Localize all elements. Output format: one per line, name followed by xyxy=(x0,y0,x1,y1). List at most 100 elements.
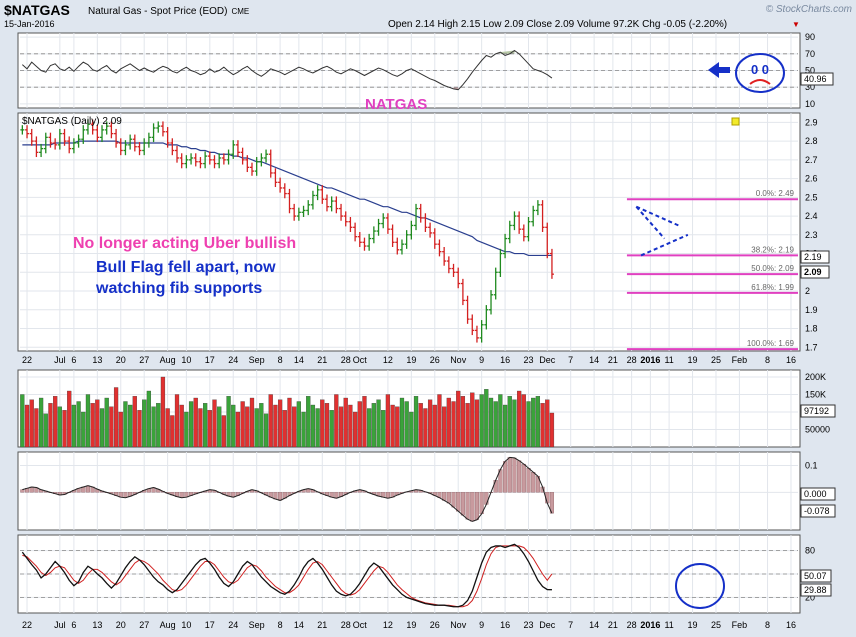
flag-lower-line xyxy=(640,233,689,257)
x-tick-label: Aug xyxy=(160,355,176,365)
volume-bar xyxy=(338,406,344,448)
volume-bar xyxy=(156,403,161,448)
ohlc-bar xyxy=(498,248,503,277)
ohlc-bar xyxy=(235,140,240,158)
ohlc-bar xyxy=(249,162,254,176)
rsi-series xyxy=(20,49,798,91)
ohlc-bar xyxy=(512,211,517,231)
volume-bar xyxy=(259,403,264,448)
chart-exchange: CME xyxy=(231,7,249,16)
volume-bar xyxy=(315,408,320,448)
ohlc-bar xyxy=(184,155,189,169)
ohlc-bar xyxy=(409,220,414,240)
x-tick-label: Oct xyxy=(353,355,368,365)
volume-bar xyxy=(446,397,451,448)
ohlc-bar xyxy=(132,134,137,152)
y-tick-label: 0.1 xyxy=(805,460,818,470)
volume-bar xyxy=(460,396,466,448)
ohlc-bar xyxy=(43,132,48,154)
ohlc-bar xyxy=(324,194,329,212)
ohlc-bar xyxy=(34,136,39,158)
face-eyes: 0 0 xyxy=(751,62,769,77)
volume-bar xyxy=(137,410,142,448)
ohlc-bar xyxy=(259,153,264,167)
ohlc-bar xyxy=(526,217,531,242)
volume-bar xyxy=(442,406,447,448)
ohlc-bar xyxy=(549,248,554,279)
y-tick-label: 10 xyxy=(805,99,815,109)
ohlc-bar xyxy=(240,147,245,165)
volume-bar xyxy=(85,394,91,448)
macd-histogram-bar xyxy=(460,492,465,516)
volume-bar xyxy=(188,401,194,448)
volume-bar xyxy=(390,404,395,448)
volume-bar xyxy=(71,404,77,448)
volume-bar xyxy=(488,397,494,448)
volume-bar xyxy=(151,406,156,448)
x-tick-label: 7 xyxy=(568,355,573,365)
x-tick-label: 16 xyxy=(786,620,796,630)
volume-bar xyxy=(456,390,461,448)
volume-bar xyxy=(367,408,372,448)
frown-icon xyxy=(749,79,771,85)
left-arrow-icon xyxy=(708,62,730,78)
ohlc-bar xyxy=(334,196,339,214)
ohlc-bar xyxy=(20,125,25,135)
volume-bar xyxy=(521,394,526,448)
stochastic-circle xyxy=(675,563,725,609)
y-tick-label: 90 xyxy=(805,32,815,42)
ohlc-bar xyxy=(217,153,222,169)
volume-bar xyxy=(20,394,25,448)
x-tick-label: 14 xyxy=(589,355,599,365)
ohlc-bar xyxy=(273,168,278,188)
volume-bar xyxy=(193,397,198,448)
x-tick-label: 21 xyxy=(608,620,618,630)
ohlc-bar xyxy=(296,207,301,221)
y-tick-label: 150K xyxy=(805,390,826,400)
volume-bar xyxy=(385,394,391,448)
x-tick-label: 26 xyxy=(430,355,440,365)
x-tick-label: 20 xyxy=(116,355,126,365)
volume-bar xyxy=(34,408,39,448)
volume-bar xyxy=(545,399,550,448)
volume-series xyxy=(20,376,555,448)
ohlc-bar xyxy=(385,213,390,234)
ohlc-bar xyxy=(315,185,320,201)
ohlc-bar xyxy=(25,125,30,139)
ohlc-bar xyxy=(442,246,447,266)
chart-name-text: Natural Gas - Spot Price (EOD) xyxy=(88,6,227,17)
volume-bar xyxy=(404,401,409,448)
x-tick-label: 10 xyxy=(181,620,191,630)
volume-bar xyxy=(113,387,119,448)
ohlc-bar xyxy=(451,263,456,277)
x-tick-label: Dec xyxy=(539,355,556,365)
ohlc-bar xyxy=(212,155,217,169)
volume-bar xyxy=(99,408,105,448)
macd-histogram-bar xyxy=(470,492,475,522)
x-tick-label: 28 xyxy=(341,355,351,365)
y-tick-label: 2.7 xyxy=(805,155,818,165)
volume-tag: 97192 xyxy=(804,406,829,416)
macd-tag-0: 0.000 xyxy=(804,489,827,499)
x-tick-label: 9 xyxy=(479,355,484,365)
y-tick-label: 1.8 xyxy=(805,324,818,334)
macd-line xyxy=(22,456,553,522)
volume-bar xyxy=(376,399,381,448)
volume-bar xyxy=(526,401,531,448)
volume-bar xyxy=(427,399,433,448)
macd-histogram-bar xyxy=(446,492,451,504)
ohlc-bar xyxy=(114,128,119,148)
watermark: © StockCharts.com xyxy=(766,4,852,15)
x-tick-label: 9 xyxy=(479,620,484,630)
volume-bar xyxy=(381,410,386,448)
volume-bar xyxy=(507,396,512,448)
ohlc-bar xyxy=(198,157,203,169)
ohlc-bar xyxy=(517,211,522,234)
volume-bar xyxy=(484,389,489,448)
volume-bar xyxy=(132,396,137,448)
ohlc-bar xyxy=(535,200,540,216)
ohlc-bar xyxy=(170,138,175,156)
ohlc-bar xyxy=(456,267,461,289)
volume-bar xyxy=(231,404,236,448)
volume-bar xyxy=(432,404,437,448)
